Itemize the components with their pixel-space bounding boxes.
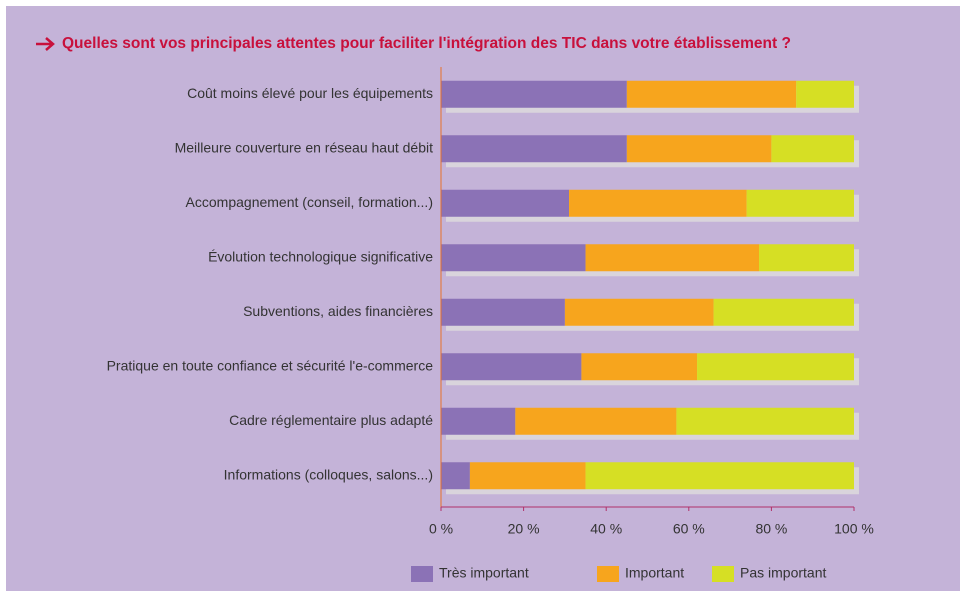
- bar-segment: [515, 407, 677, 435]
- y-tick-label: Accompagnement (conseil, formation...): [186, 194, 433, 210]
- legend-label: Pas important: [740, 565, 826, 581]
- y-tick-label: Cadre réglementaire plus adapté: [229, 412, 433, 428]
- y-tick-label: Pratique en toute confiance et sécurité …: [107, 357, 434, 373]
- legend-swatch: [712, 566, 734, 582]
- x-tick-label: 60 %: [673, 521, 705, 537]
- bar-segment: [441, 462, 470, 490]
- bar-segment: [697, 353, 854, 381]
- legend-label: Important: [625, 565, 684, 581]
- y-tick-label: Évolution technologique significative: [208, 248, 433, 264]
- bar-segment: [441, 135, 627, 163]
- legend-label: Très important: [439, 565, 529, 581]
- bar-segment: [469, 462, 586, 490]
- bar-segment: [626, 80, 797, 108]
- bar-segment: [441, 189, 570, 217]
- legend-swatch: [411, 566, 433, 582]
- y-tick-label: Informations (colloques, salons...): [224, 466, 433, 482]
- bar-segment: [713, 298, 854, 326]
- bar-segment: [581, 353, 698, 381]
- y-tick-label: Coût moins élevé pour les équipements: [187, 85, 433, 101]
- bar-segment: [441, 298, 565, 326]
- bar-segment: [585, 244, 760, 272]
- bar-segment: [585, 462, 854, 490]
- y-tick-label: Subventions, aides financières: [243, 303, 433, 319]
- bar-segment: [759, 244, 854, 272]
- x-tick-label: 0 %: [429, 521, 453, 537]
- bar-segment: [441, 80, 627, 108]
- bar-segment: [441, 353, 582, 381]
- title-arrow: [36, 37, 55, 51]
- bar-segment: [676, 407, 854, 435]
- bar-segment: [441, 407, 516, 435]
- y-tick-label: Meilleure couverture en réseau haut débi…: [175, 139, 433, 155]
- x-tick-label: 80 %: [755, 521, 787, 537]
- bar-segment: [564, 298, 714, 326]
- bar-segment: [569, 189, 747, 217]
- bar-segment: [746, 189, 854, 217]
- x-tick-label: 100 %: [834, 521, 874, 537]
- x-tick-label: 40 %: [590, 521, 622, 537]
- legend-swatch: [597, 566, 619, 582]
- bar-segment: [796, 80, 854, 108]
- chart-title: Quelles sont vos principales attentes po…: [62, 35, 791, 52]
- bar-segment: [441, 244, 586, 272]
- bar-segment: [626, 135, 772, 163]
- bar-segment: [771, 135, 854, 163]
- x-tick-label: 20 %: [508, 521, 540, 537]
